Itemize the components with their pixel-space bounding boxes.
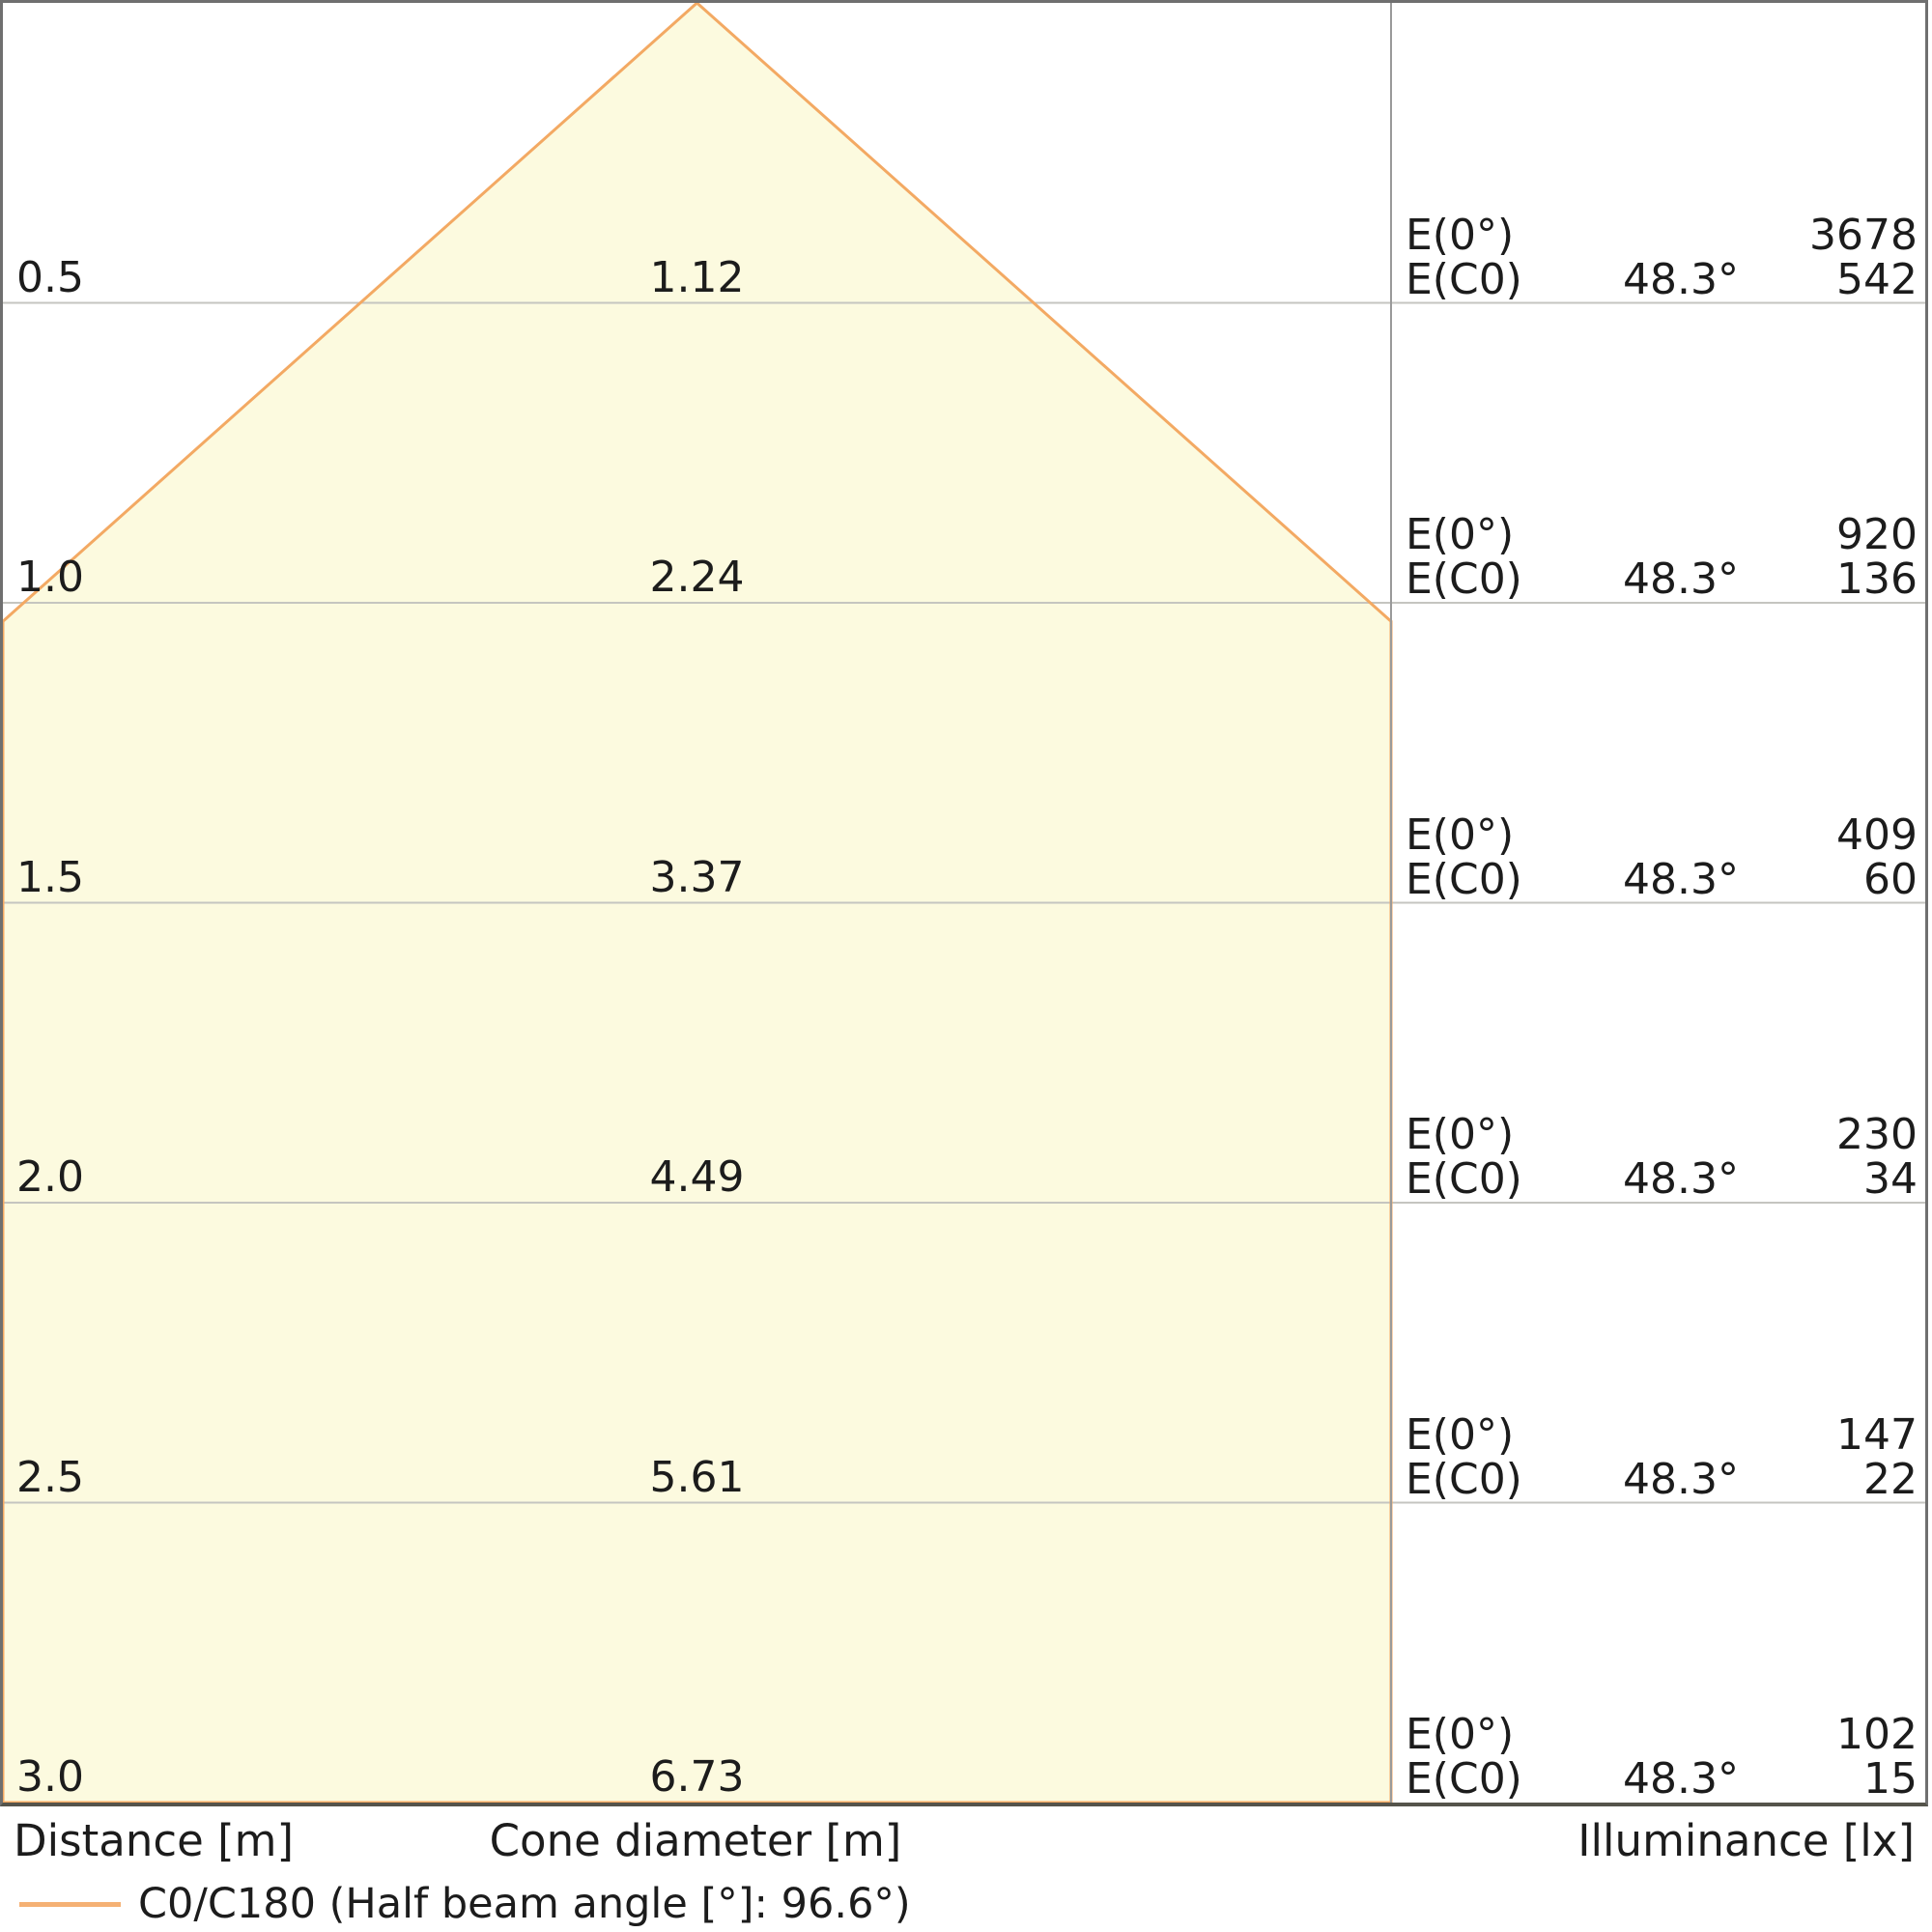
e0-value: 409 bbox=[1836, 810, 1918, 860]
e0-angle-spacer bbox=[1589, 1113, 1773, 1157]
cone-diameter-value: 2.24 bbox=[649, 553, 745, 602]
ec0-line: E(C0) 48.3° 542 bbox=[1406, 254, 1918, 304]
e0-label: E(0°) bbox=[1406, 1110, 1515, 1159]
axis-captions: Distance [m] Cone diameter [m] Illuminan… bbox=[0, 1816, 1932, 1866]
half-beam-angle-value: 48.3° bbox=[1623, 554, 1739, 604]
e0-label: E(0°) bbox=[1406, 210, 1515, 260]
ec0-value: 15 bbox=[1863, 1754, 1918, 1804]
half-beam-angle-value: 48.3° bbox=[1623, 1754, 1739, 1804]
illuminance-row: E(0°) 3678 E(C0) 48.3° 542 bbox=[1406, 213, 1918, 302]
light-cone-outline bbox=[3, 3, 1393, 1803]
legend: C0/C180 (Half beam angle [°]: 96.6°) bbox=[19, 1878, 911, 1930]
distance-tick-label: 1.0 bbox=[16, 553, 84, 602]
ec0-line: E(C0) 48.3° 22 bbox=[1406, 1454, 1918, 1504]
e0-value: 3678 bbox=[1809, 210, 1918, 260]
distance-tick-label: 3.0 bbox=[16, 1752, 84, 1802]
distance-tick-label: 0.5 bbox=[16, 252, 84, 302]
legend-line-swatch bbox=[19, 1901, 121, 1907]
illuminance-row: E(0°) 409 E(C0) 48.3° 60 bbox=[1406, 810, 1918, 904]
cone-diameter-value: 4.49 bbox=[649, 1152, 745, 1202]
legend-label: C0/C180 (Half beam angle [°]: 96.6°) bbox=[138, 1880, 911, 1928]
e0-label: E(0°) bbox=[1406, 810, 1515, 860]
ec0-value: 542 bbox=[1836, 254, 1918, 304]
e0-value: 147 bbox=[1836, 1409, 1918, 1460]
half-beam-angle-value: 48.3° bbox=[1623, 1454, 1739, 1504]
cone-diameter-value: 1.12 bbox=[649, 252, 745, 302]
illuminance-axis-label: Illuminance [lx] bbox=[1577, 1815, 1915, 1866]
cone-diameter-value: 3.37 bbox=[649, 852, 745, 902]
illuminance-row: E(0°) 102 E(C0) 48.3° 15 bbox=[1406, 1713, 1918, 1802]
e0-angle-spacer bbox=[1589, 513, 1773, 557]
ec0-label: E(C0) bbox=[1406, 254, 1522, 304]
e0-value: 920 bbox=[1836, 510, 1918, 559]
distance-tick-label: 1.5 bbox=[16, 852, 84, 902]
distance-tick-label: 2.0 bbox=[16, 1152, 84, 1202]
e0-value: 102 bbox=[1836, 1710, 1918, 1759]
half-beam-angle-value: 48.3° bbox=[1623, 854, 1739, 904]
ec0-line: E(C0) 48.3° 60 bbox=[1406, 854, 1918, 904]
cone-diameter-value: 6.73 bbox=[649, 1752, 745, 1802]
cone-diameter-axis-label: Cone diameter [m] bbox=[489, 1815, 902, 1866]
e0-line: E(0°) 147 bbox=[1406, 1409, 1918, 1460]
ec0-line: E(C0) 48.3° 34 bbox=[1406, 1157, 1918, 1202]
e0-value: 230 bbox=[1836, 1110, 1918, 1159]
e0-angle-spacer bbox=[1589, 813, 1773, 858]
ec0-line: E(C0) 48.3° 136 bbox=[1406, 557, 1918, 602]
e0-line: E(0°) 920 bbox=[1406, 513, 1918, 557]
e0-label: E(0°) bbox=[1406, 1710, 1515, 1759]
ec0-label: E(C0) bbox=[1406, 1454, 1522, 1504]
ec0-value: 22 bbox=[1863, 1454, 1918, 1504]
half-beam-angle-value: 48.3° bbox=[1623, 1154, 1739, 1204]
ec0-line: E(C0) 48.3° 15 bbox=[1406, 1757, 1918, 1802]
e0-angle-spacer bbox=[1589, 213, 1773, 258]
chart-area: 0.5 1.12 E(0°) 3678 E(C0) 48.3° 542 1.0 2.24 E(0°… bbox=[0, 0, 1928, 1806]
e0-line: E(0°) 230 bbox=[1406, 1113, 1918, 1157]
ec0-label: E(C0) bbox=[1406, 1754, 1522, 1804]
cone-plot bbox=[3, 3, 1925, 1803]
ec0-value: 136 bbox=[1836, 554, 1918, 604]
e0-line: E(0°) 102 bbox=[1406, 1713, 1918, 1757]
illuminance-row: E(0°) 147 E(C0) 48.3° 22 bbox=[1406, 1409, 1918, 1504]
half-beam-angle-value: 48.3° bbox=[1623, 254, 1739, 304]
illuminance-row: E(0°) 920 E(C0) 48.3° 136 bbox=[1406, 513, 1918, 602]
ec0-value: 34 bbox=[1863, 1154, 1918, 1204]
e0-line: E(0°) 3678 bbox=[1406, 213, 1918, 258]
e0-label: E(0°) bbox=[1406, 510, 1515, 559]
e0-line: E(0°) 409 bbox=[1406, 810, 1918, 860]
illuminance-row: E(0°) 230 E(C0) 48.3° 34 bbox=[1406, 1113, 1918, 1202]
cone-diameter-value: 5.61 bbox=[649, 1452, 745, 1502]
ec0-label: E(C0) bbox=[1406, 1154, 1522, 1204]
distance-tick-label: 2.5 bbox=[16, 1452, 84, 1502]
distance-axis-label: Distance [m] bbox=[14, 1815, 295, 1866]
e0-angle-spacer bbox=[1589, 1713, 1773, 1757]
e0-angle-spacer bbox=[1589, 1413, 1773, 1458]
ec0-label: E(C0) bbox=[1406, 554, 1522, 604]
ec0-label: E(C0) bbox=[1406, 854, 1522, 904]
e0-label: E(0°) bbox=[1406, 1409, 1515, 1460]
ec0-value: 60 bbox=[1863, 854, 1918, 904]
